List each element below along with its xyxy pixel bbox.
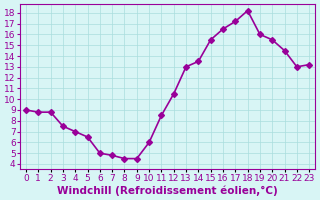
X-axis label: Windchill (Refroidissement éolien,°C): Windchill (Refroidissement éolien,°C) [57,185,278,196]
